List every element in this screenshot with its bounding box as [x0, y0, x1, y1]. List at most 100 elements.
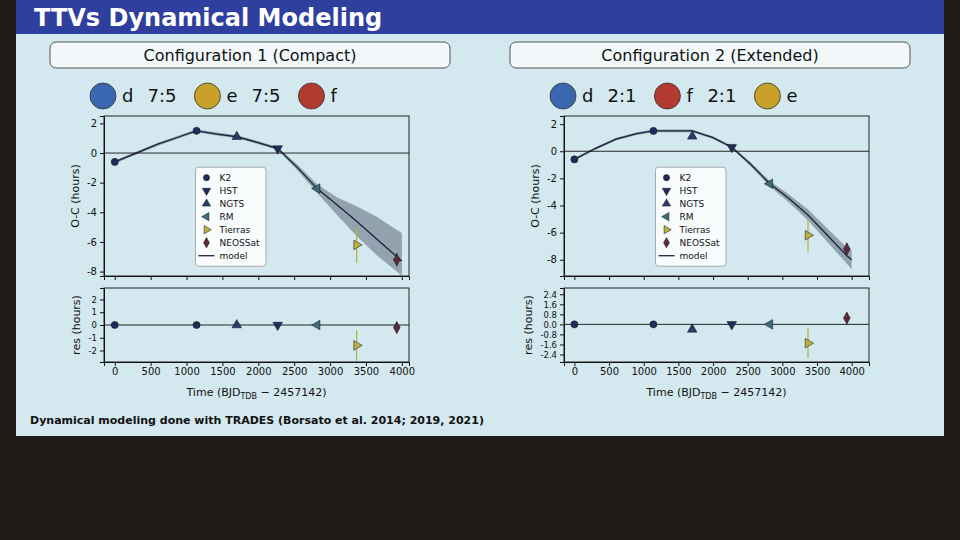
tick [574, 276, 575, 280]
data-point [312, 184, 320, 194]
tick-label: -6 [87, 237, 97, 248]
residual-point [764, 320, 772, 330]
axis: -2.4-1.6-0.80.00.81.62.4 [540, 289, 564, 363]
legend-label: NEOSSat [680, 238, 720, 248]
tick: -0.8 [540, 330, 564, 340]
tick [852, 276, 853, 280]
legend: K2HSTNGTSRMTierrasNEOSSatmodel [196, 167, 266, 266]
plot-area-residuals [104, 319, 409, 360]
tick: -1.6 [540, 340, 564, 350]
tick: 2 [91, 118, 104, 129]
tick: -8 [87, 266, 104, 277]
tick: 1 [92, 307, 104, 317]
legend-label: RM [680, 212, 694, 222]
legend-marker [202, 213, 209, 221]
legend-label: Tierras [679, 225, 711, 235]
legend-label: model [220, 251, 248, 261]
tick-label: 3000 [318, 366, 343, 377]
tick-label: -1 [89, 333, 97, 343]
tick: 0 [551, 146, 564, 157]
residual-point [111, 321, 118, 328]
tick-mark [100, 242, 104, 243]
config-title: Configuration 1 (Compact) [144, 46, 357, 65]
x-axis-title: Time (BJDTDB − 2457142) [185, 386, 326, 401]
tick: 2.4 [543, 289, 564, 299]
tick: -2 [89, 346, 104, 356]
legend-marker [664, 226, 671, 234]
tick [330, 276, 331, 280]
plot-frame [564, 288, 869, 362]
residual-point [193, 321, 200, 328]
legend-marker [202, 188, 210, 195]
y-axis-title: res (hours) [70, 295, 83, 355]
tick-mark [644, 276, 645, 280]
tick [678, 276, 679, 280]
axis: -2-1012 [89, 289, 105, 363]
tick: 2500 [282, 362, 307, 377]
slide [16, 0, 944, 436]
axis: -8-6-4-202 [87, 117, 104, 278]
legend-label: Tierras [219, 225, 251, 235]
tick-label: 2 [551, 119, 557, 130]
legend-label: K2 [680, 173, 692, 183]
tick-label: 3000 [770, 366, 795, 377]
tick-mark [560, 233, 564, 234]
axis: 05001000150020002500300035004000 [565, 362, 870, 377]
zero-line [104, 153, 409, 154]
tick-mark [560, 324, 564, 325]
tick-label: 0 [91, 148, 97, 159]
tick-mark [366, 276, 367, 280]
slide-canvas: TTVs Dynamical ModelingDynamical modelin… [0, 0, 960, 540]
tick-mark [560, 314, 564, 315]
tick-mark [852, 276, 853, 280]
residual-point [805, 338, 813, 348]
tick-label: 1000 [631, 366, 656, 377]
tick-label: -2 [547, 173, 557, 184]
axis [565, 276, 870, 280]
tick-mark [560, 304, 564, 305]
tick-mark [100, 183, 104, 184]
data-point [193, 127, 200, 134]
plot-area-residuals [564, 312, 869, 358]
y-axis-title: O-C (hours) [69, 164, 82, 228]
tick [782, 276, 783, 280]
tick: -4 [547, 200, 564, 211]
tick: -6 [547, 227, 564, 238]
tick-label: 1000 [174, 366, 199, 377]
axis-line [100, 289, 105, 363]
data-point [393, 254, 400, 266]
tick-mark [100, 123, 104, 124]
tick: -2 [547, 173, 564, 184]
tick-mark [100, 272, 104, 273]
tick: 2000 [246, 362, 271, 377]
tick [402, 276, 403, 280]
tick: -6 [87, 237, 104, 248]
tick-mark [560, 294, 564, 295]
planet-name: f [686, 85, 693, 106]
tick-label: 2000 [701, 366, 726, 377]
legend-marker [662, 213, 669, 221]
tick [713, 276, 714, 280]
x-axis-title: Time (BJDTDB − 2457142) [645, 386, 786, 401]
planet-name: e [226, 85, 237, 106]
tick-label: 2 [91, 118, 97, 129]
tick-label: 0 [572, 366, 578, 377]
tick [151, 276, 152, 280]
residual-point [354, 341, 362, 351]
tick-mark [100, 212, 104, 213]
tick-label: -2.4 [540, 350, 557, 360]
tick: 4000 [390, 362, 415, 377]
resonance-ratio: 7:5 [251, 85, 280, 106]
tick-label: 2.4 [543, 289, 557, 299]
tick: 500 [142, 362, 161, 377]
tick: 4000 [839, 362, 864, 377]
legend-label: K2 [220, 173, 232, 183]
data-point [650, 127, 657, 134]
axis-line [560, 117, 565, 277]
data-point [273, 146, 283, 154]
tick-label: 1500 [210, 366, 235, 377]
tick: 2 [551, 119, 564, 130]
tick-label: 4000 [390, 366, 415, 377]
tick: 0.8 [543, 310, 564, 320]
footer: Dynamical modeling done with TRADES (Bor… [30, 414, 484, 427]
